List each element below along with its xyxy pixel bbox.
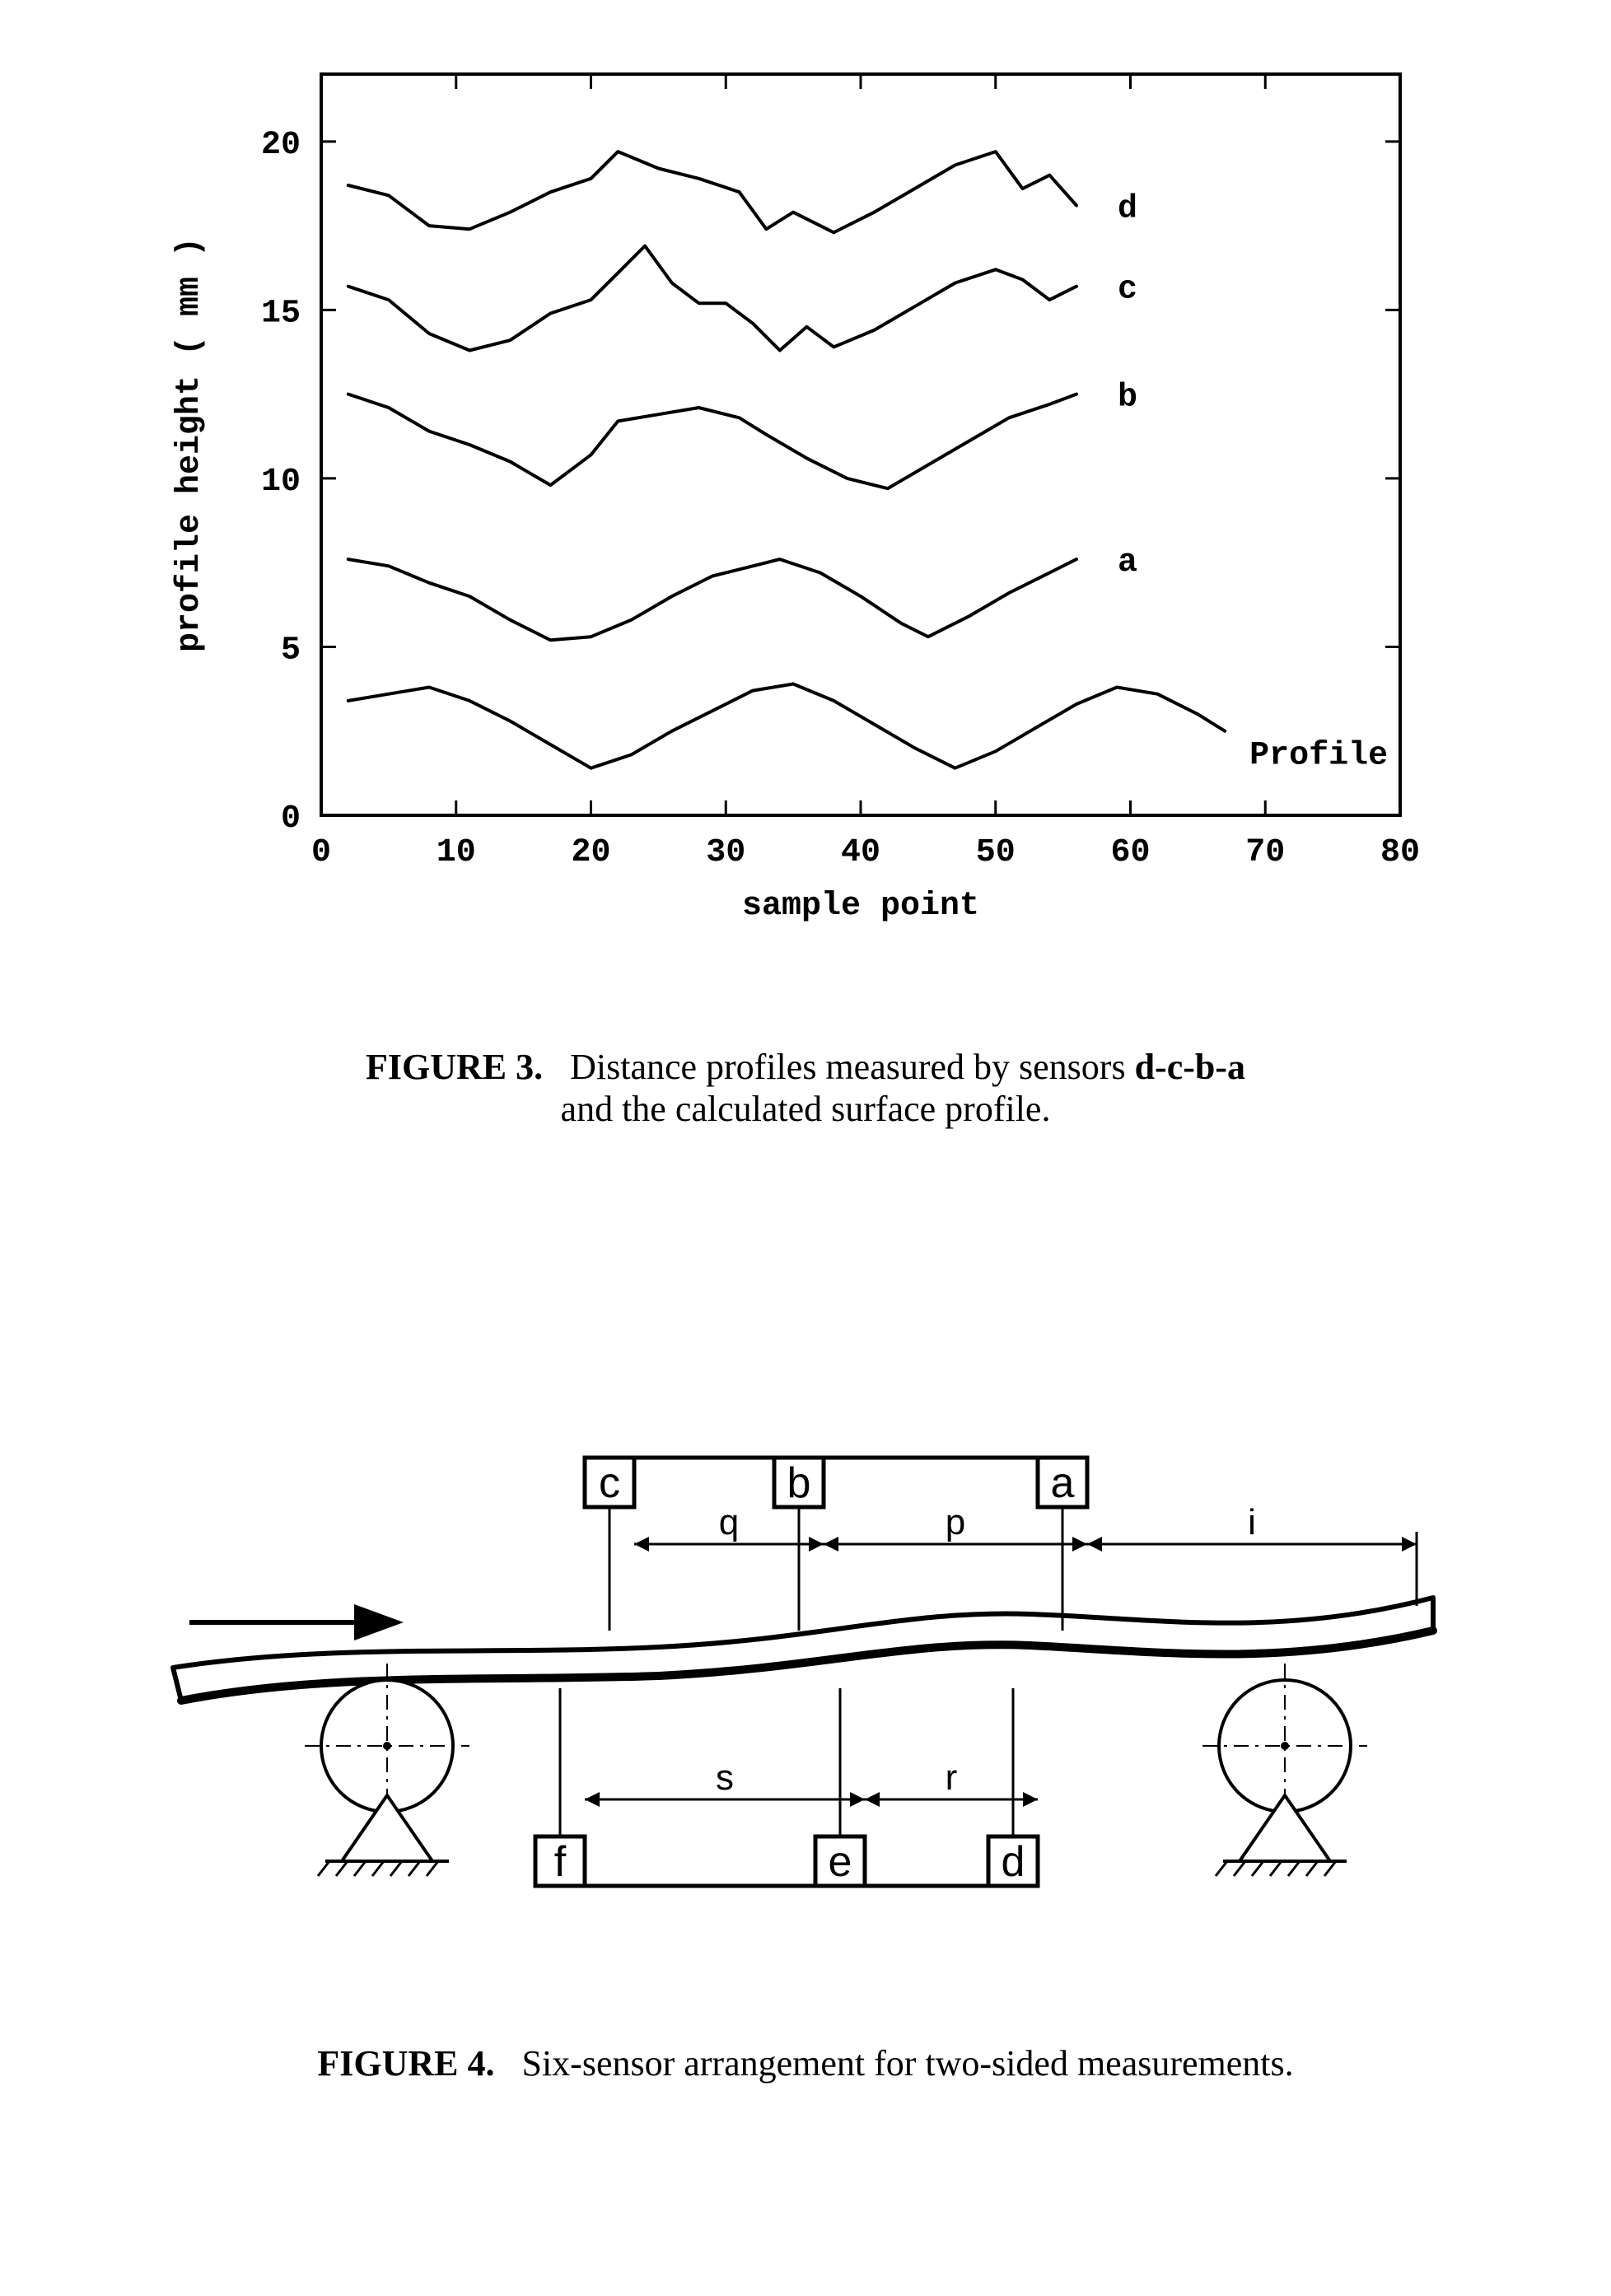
svg-text:0: 0 — [311, 834, 331, 871]
sensor-f: f — [535, 1688, 585, 1886]
sensor-c: c — [585, 1458, 634, 1631]
svg-text:d: d — [1118, 191, 1137, 228]
figure3-chart: 0 10 20 30 40 50 60 70 80 0 5 10 15 20 sample point pro… — [148, 33, 1466, 964]
svg-text:sample point: sample point — [742, 888, 979, 925]
svg-text:a: a — [1051, 1459, 1075, 1507]
svg-text:20: 20 — [261, 127, 301, 164]
svg-text:i: i — [1248, 1502, 1256, 1542]
svg-text:b: b — [787, 1459, 811, 1507]
svg-text:e: e — [829, 1838, 852, 1886]
svg-text:80: 80 — [1380, 834, 1420, 871]
svg-text:c: c — [1118, 272, 1137, 309]
svg-text:40: 40 — [841, 834, 880, 871]
figure3-caption-line2: and the calculated surface profile. — [561, 1089, 1051, 1129]
svg-text:b: b — [1118, 380, 1137, 417]
svg-text:5: 5 — [281, 632, 301, 669]
svg-text:50: 50 — [976, 834, 1016, 871]
svg-text:30: 30 — [706, 834, 745, 871]
svg-text:f: f — [554, 1838, 567, 1886]
sensor-d: d — [988, 1688, 1038, 1886]
svg-text:70: 70 — [1245, 834, 1285, 871]
figure4-caption-text: Six-sensor arrangement for two-sided mea… — [521, 2043, 1293, 2084]
figure3-caption-bold: d-c-b-a — [1135, 1047, 1245, 1087]
svg-text:0: 0 — [281, 800, 301, 838]
svg-text:c: c — [599, 1459, 620, 1507]
dim-i: i — [1087, 1502, 1417, 1552]
svg-text:60: 60 — [1110, 834, 1150, 871]
svg-text:s: s — [716, 1757, 734, 1798]
dim-p: p — [824, 1502, 1087, 1552]
figure4-diagram: c b a f e d q p i s r — [82, 1416, 1532, 1927]
svg-text:10: 10 — [437, 834, 476, 871]
figure3-caption-label: FIGURE 3. — [366, 1047, 543, 1087]
figure3-caption-line1: Distance profiles measured by sensors — [570, 1047, 1134, 1087]
figure4-caption: FIGURE 4. Six-sensor arrangement for two… — [0, 2042, 1611, 2084]
svg-text:p: p — [946, 1502, 965, 1542]
sensor-e: e — [815, 1688, 865, 1886]
svg-text:15: 15 — [261, 295, 301, 332]
svg-text:profile height ( mm ): profile height ( mm ) — [171, 237, 208, 652]
figure4-caption-label: FIGURE 4. — [317, 2043, 494, 2084]
figure3-caption: FIGURE 3. Distance profiles measured by … — [0, 1046, 1611, 1130]
svg-text:q: q — [719, 1502, 739, 1542]
svg-text:r: r — [946, 1757, 958, 1798]
svg-text:a: a — [1118, 544, 1137, 581]
dim-q: q — [634, 1502, 824, 1552]
svg-text:20: 20 — [571, 834, 610, 871]
dim-s: s — [585, 1757, 865, 1807]
svg-text:10: 10 — [261, 464, 301, 501]
svg-text:Profile: Profile — [1249, 738, 1388, 775]
svg-text:d: d — [1002, 1838, 1025, 1886]
